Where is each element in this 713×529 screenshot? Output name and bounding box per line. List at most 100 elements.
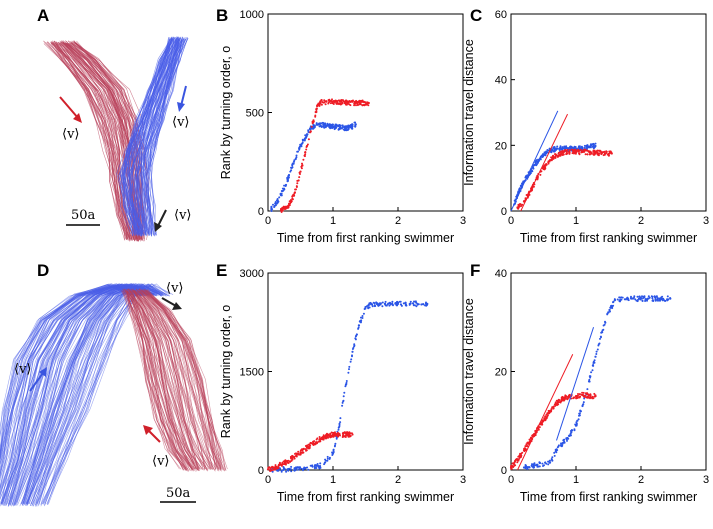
data-point — [328, 456, 331, 459]
data-point — [322, 438, 325, 441]
data-point — [278, 196, 281, 199]
trajectory-blue-a — [133, 37, 184, 236]
data-point — [359, 319, 362, 322]
data-point — [318, 465, 322, 468]
data-point — [349, 125, 352, 128]
data-point — [324, 437, 326, 440]
data-point — [279, 194, 283, 197]
data-point — [312, 442, 315, 445]
data-point — [343, 391, 346, 394]
trajectory-red-d — [141, 290, 222, 471]
data-point — [531, 463, 533, 466]
y-tick-label-c: 20 — [495, 140, 507, 152]
data-point — [616, 298, 619, 301]
data-point — [320, 103, 323, 106]
data-point — [357, 324, 361, 327]
data-point — [326, 432, 328, 435]
data-point — [568, 152, 571, 155]
data-point — [587, 396, 590, 398]
data-point — [293, 457, 296, 460]
data-point — [337, 124, 340, 127]
data-point — [409, 300, 412, 303]
data-point — [575, 421, 578, 424]
data-point — [356, 103, 359, 106]
data-point — [290, 470, 293, 473]
data-point — [581, 150, 584, 153]
data-point — [591, 397, 594, 400]
data-point — [608, 152, 611, 155]
data-point — [286, 460, 289, 463]
panel-letter-e: E — [216, 261, 227, 280]
fit-line-c-0 — [510, 110, 559, 212]
trajectory-blue-a — [129, 39, 177, 237]
data-point — [586, 153, 589, 156]
data-point — [360, 100, 362, 103]
data-point — [335, 437, 338, 440]
data-point — [565, 395, 568, 398]
data-point — [586, 149, 589, 152]
data-point — [314, 114, 317, 117]
trajectory-blue-a — [123, 38, 171, 234]
trajectory-red-d — [144, 289, 222, 471]
data-point — [555, 451, 558, 454]
data-point — [572, 397, 575, 400]
data-point — [579, 409, 582, 412]
data-point — [533, 163, 536, 166]
chart-b: 0 1 2 3 0 500 1000 Time from first ranking swim… — [219, 9, 466, 245]
data-point — [588, 375, 591, 378]
trajectory-blue-a — [121, 37, 176, 236]
trajectory-bundles-a — [43, 36, 189, 242]
data-point — [657, 299, 659, 302]
trajectory-panel-d: ⟨v⟩ ⟨v⟩ ⟨v⟩ 50a — [0, 281, 228, 507]
data-point — [583, 146, 586, 149]
data-point — [282, 467, 285, 470]
data-point — [565, 437, 568, 440]
x-axis-title-e: Time from first ranking swimmer — [277, 490, 454, 504]
panel-letter-b: B — [216, 6, 228, 25]
data-point — [337, 428, 340, 431]
y-tick-label-f: 20 — [495, 367, 507, 379]
data-point — [576, 397, 579, 399]
data-point — [331, 100, 335, 103]
data-point — [516, 206, 519, 209]
data-point — [286, 180, 289, 183]
data-point — [330, 435, 333, 438]
trajectory-blue-d — [0, 284, 145, 505]
y-axis-title-e: Rank by turning order, o — [219, 305, 233, 438]
trajectory-blue-a — [131, 37, 174, 235]
data-point — [345, 103, 347, 106]
data-point — [583, 148, 586, 151]
scale-bar-label-a: 50a — [71, 208, 96, 223]
data-point — [415, 305, 418, 308]
data-point — [367, 101, 370, 105]
data-point — [541, 462, 544, 465]
data-point — [283, 208, 286, 210]
data-point — [589, 397, 591, 400]
data-point — [389, 303, 392, 306]
series-red-e — [266, 431, 354, 472]
data-point — [586, 144, 589, 147]
data-point — [518, 188, 521, 191]
data-point — [612, 300, 615, 303]
data-point — [592, 143, 595, 146]
data-point — [547, 411, 550, 414]
data-point — [324, 461, 327, 464]
data-point — [303, 138, 306, 141]
data-point — [384, 300, 387, 303]
data-point — [602, 154, 605, 157]
data-point — [311, 122, 314, 125]
data-point — [305, 446, 309, 449]
data-point — [641, 299, 644, 302]
data-point — [293, 192, 296, 194]
data-point — [326, 124, 329, 127]
velocity-arrow-red-d — [143, 425, 161, 443]
data-point — [363, 103, 366, 106]
data-point — [354, 123, 357, 126]
data-point — [300, 165, 303, 168]
plot-frame-f — [510, 272, 707, 471]
data-point — [351, 433, 354, 436]
data-point — [280, 469, 283, 472]
data-point — [569, 145, 572, 148]
data-point — [518, 205, 521, 208]
x-tick-label-f: 2 — [638, 474, 644, 486]
